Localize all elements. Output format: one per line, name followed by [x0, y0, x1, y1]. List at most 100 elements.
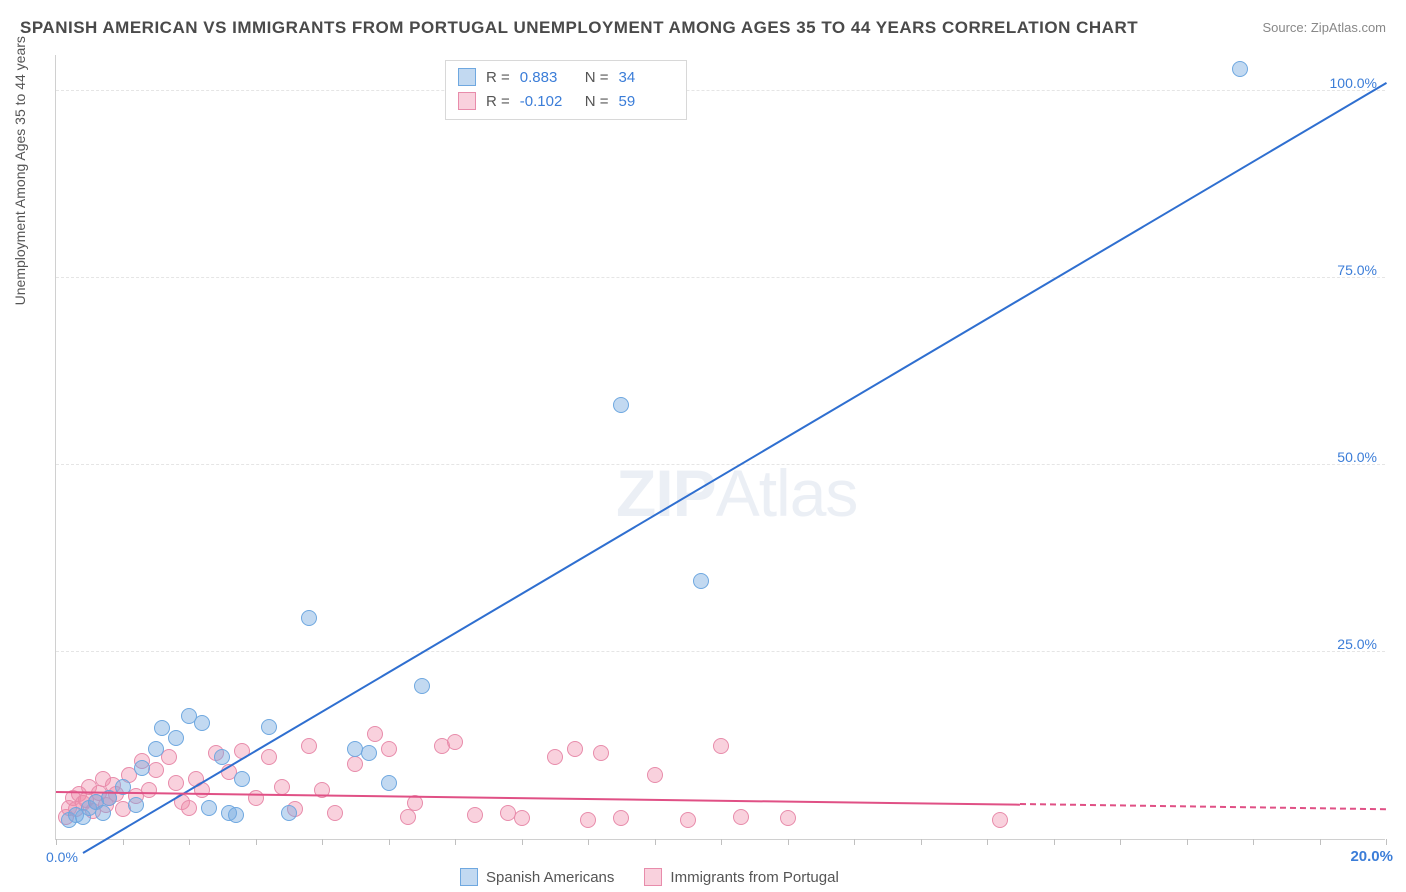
data-point [261, 719, 277, 735]
y-axis-title: Unemployment Among Ages 35 to 44 years [12, 36, 28, 305]
data-point [168, 775, 184, 791]
x-tick [854, 839, 855, 845]
data-point [281, 805, 297, 821]
trend-line [82, 82, 1386, 854]
data-point [381, 775, 397, 791]
data-point [214, 749, 230, 765]
data-point [148, 741, 164, 757]
data-point [580, 812, 596, 828]
legend-swatch-blue [458, 68, 476, 86]
data-point [693, 573, 709, 589]
legend-swatch-blue-2 [460, 868, 478, 886]
data-point [148, 762, 164, 778]
x-tick [987, 839, 988, 845]
x-tick [256, 839, 257, 845]
x-tick [56, 839, 57, 845]
y-tick-label: 25.0% [1337, 636, 1377, 652]
data-point [248, 790, 264, 806]
x-tick [655, 839, 656, 845]
data-point [361, 745, 377, 761]
plot-area: 0.0% 20.0% ZIPAtlas 25.0%50.0%75.0%100.0… [55, 55, 1385, 840]
y-tick-label: 100.0% [1330, 75, 1377, 91]
trend-line [1020, 803, 1386, 810]
x-tick [1120, 839, 1121, 845]
legend-row-pink: R = -0.102 N = 59 [458, 89, 674, 113]
gridline [56, 651, 1385, 652]
r-value-pink: -0.102 [520, 93, 575, 110]
x-tick [1054, 839, 1055, 845]
legend-row-blue: R = 0.883 N = 34 [458, 65, 674, 89]
x-axis-max-label: 20.0% [1350, 848, 1393, 865]
data-point [228, 807, 244, 823]
data-point [447, 734, 463, 750]
data-point [301, 610, 317, 626]
data-point [261, 749, 277, 765]
data-point [733, 809, 749, 825]
data-point [567, 741, 583, 757]
n-value-blue: 34 [619, 69, 674, 86]
legend-label-pink: Immigrants from Portugal [670, 869, 838, 886]
data-point [234, 771, 250, 787]
legend-item-pink: Immigrants from Portugal [644, 868, 838, 886]
gridline [56, 90, 1385, 91]
chart-title: SPANISH AMERICAN VS IMMIGRANTS FROM PORT… [20, 18, 1138, 38]
data-point [381, 741, 397, 757]
data-point [141, 782, 157, 798]
watermark-bold: ZIP [616, 456, 716, 530]
data-point [1232, 61, 1248, 77]
r-label: R = [486, 69, 510, 86]
data-point [95, 805, 111, 821]
correlation-legend: R = 0.883 N = 34 R = -0.102 N = 59 [445, 60, 687, 120]
x-tick [123, 839, 124, 845]
legend-swatch-pink [458, 92, 476, 110]
data-point [168, 730, 184, 746]
data-point [367, 726, 383, 742]
source-attribution: Source: ZipAtlas.com [1262, 20, 1386, 35]
data-point [713, 738, 729, 754]
data-point [301, 738, 317, 754]
x-tick [522, 839, 523, 845]
x-tick [721, 839, 722, 845]
data-point [327, 805, 343, 821]
data-point [347, 756, 363, 772]
data-point [647, 767, 663, 783]
x-tick [1320, 839, 1321, 845]
x-tick [1253, 839, 1254, 845]
x-tick [588, 839, 589, 845]
data-point [680, 812, 696, 828]
data-point [414, 678, 430, 694]
n-label: N = [585, 93, 609, 110]
y-tick-label: 50.0% [1337, 449, 1377, 465]
chart-container: SPANISH AMERICAN VS IMMIGRANTS FROM PORT… [0, 0, 1406, 892]
x-tick [189, 839, 190, 845]
r-label: R = [486, 93, 510, 110]
gridline [56, 464, 1385, 465]
data-point [992, 812, 1008, 828]
data-point [613, 810, 629, 826]
data-point [514, 810, 530, 826]
legend-swatch-pink-2 [644, 868, 662, 886]
data-point [194, 715, 210, 731]
x-tick [1187, 839, 1188, 845]
x-tick [322, 839, 323, 845]
gridline [56, 277, 1385, 278]
data-point [181, 800, 197, 816]
x-tick [1386, 839, 1387, 845]
data-point [274, 779, 290, 795]
legend-item-blue: Spanish Americans [460, 868, 614, 886]
n-label: N = [585, 69, 609, 86]
data-point [780, 810, 796, 826]
data-point [547, 749, 563, 765]
x-tick [788, 839, 789, 845]
x-tick [389, 839, 390, 845]
data-point [467, 807, 483, 823]
data-point [593, 745, 609, 761]
x-tick [455, 839, 456, 845]
r-value-blue: 0.883 [520, 69, 575, 86]
n-value-pink: 59 [619, 93, 674, 110]
data-point [134, 760, 150, 776]
data-point [128, 797, 144, 813]
y-tick-label: 75.0% [1337, 262, 1377, 278]
legend-label-blue: Spanish Americans [486, 869, 614, 886]
data-point [613, 397, 629, 413]
